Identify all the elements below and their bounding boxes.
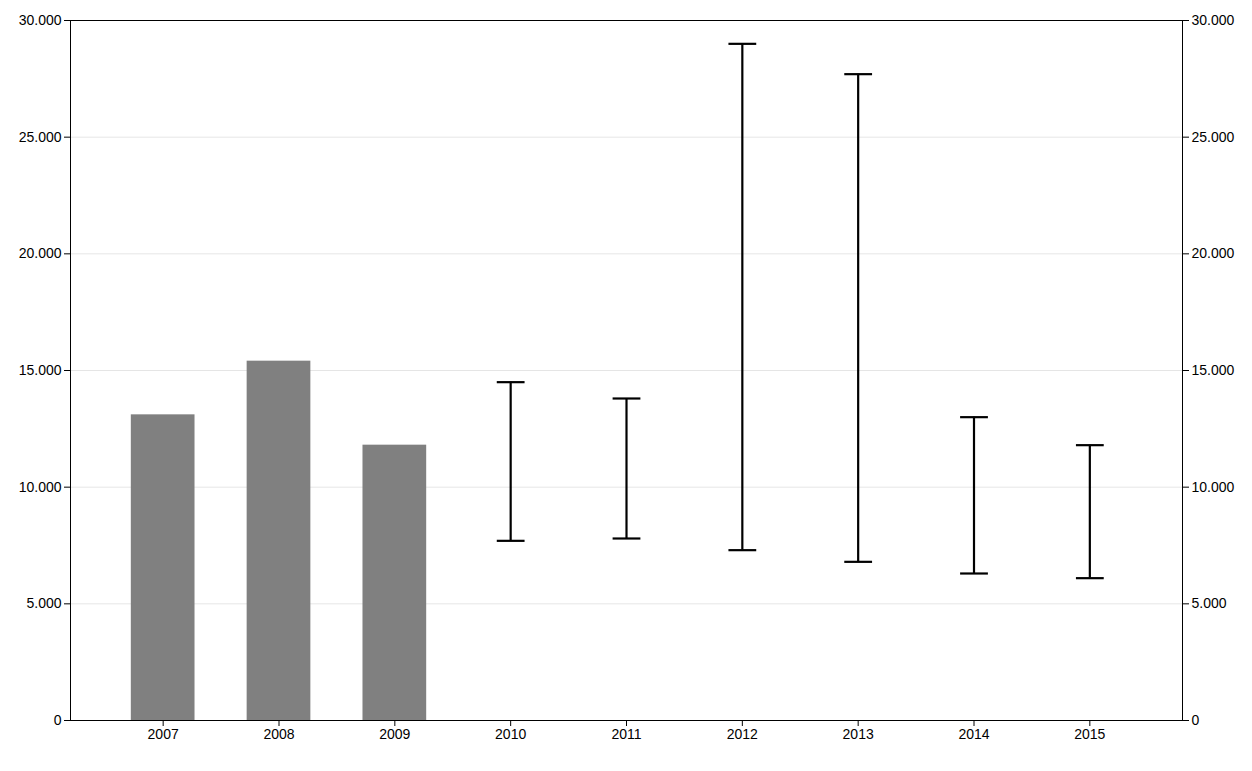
- svg-text:0: 0: [54, 712, 62, 728]
- svg-text:2007: 2007: [148, 726, 179, 742]
- svg-text:2012: 2012: [727, 726, 758, 742]
- svg-text:2013: 2013: [843, 726, 874, 742]
- svg-text:10.000: 10.000: [19, 479, 62, 495]
- svg-text:25.000: 25.000: [1192, 129, 1235, 145]
- svg-text:2015: 2015: [1074, 726, 1105, 742]
- svg-text:0: 0: [1192, 712, 1200, 728]
- svg-text:20.000: 20.000: [1192, 245, 1235, 261]
- svg-text:30.000: 30.000: [19, 12, 62, 28]
- svg-text:2010: 2010: [495, 726, 526, 742]
- svg-text:10.000: 10.000: [1192, 479, 1235, 495]
- svg-text:25.000: 25.000: [19, 129, 62, 145]
- svg-text:2014: 2014: [958, 726, 989, 742]
- svg-text:15.000: 15.000: [19, 362, 62, 378]
- svg-text:2011: 2011: [611, 726, 641, 742]
- svg-text:15.000: 15.000: [1192, 362, 1235, 378]
- svg-text:2008: 2008: [263, 726, 294, 742]
- svg-text:2009: 2009: [379, 726, 410, 742]
- svg-text:5.000: 5.000: [26, 595, 61, 611]
- svg-text:30.000: 30.000: [1192, 12, 1235, 28]
- svg-text:20.000: 20.000: [19, 245, 62, 261]
- svg-text:5.000: 5.000: [1192, 595, 1227, 611]
